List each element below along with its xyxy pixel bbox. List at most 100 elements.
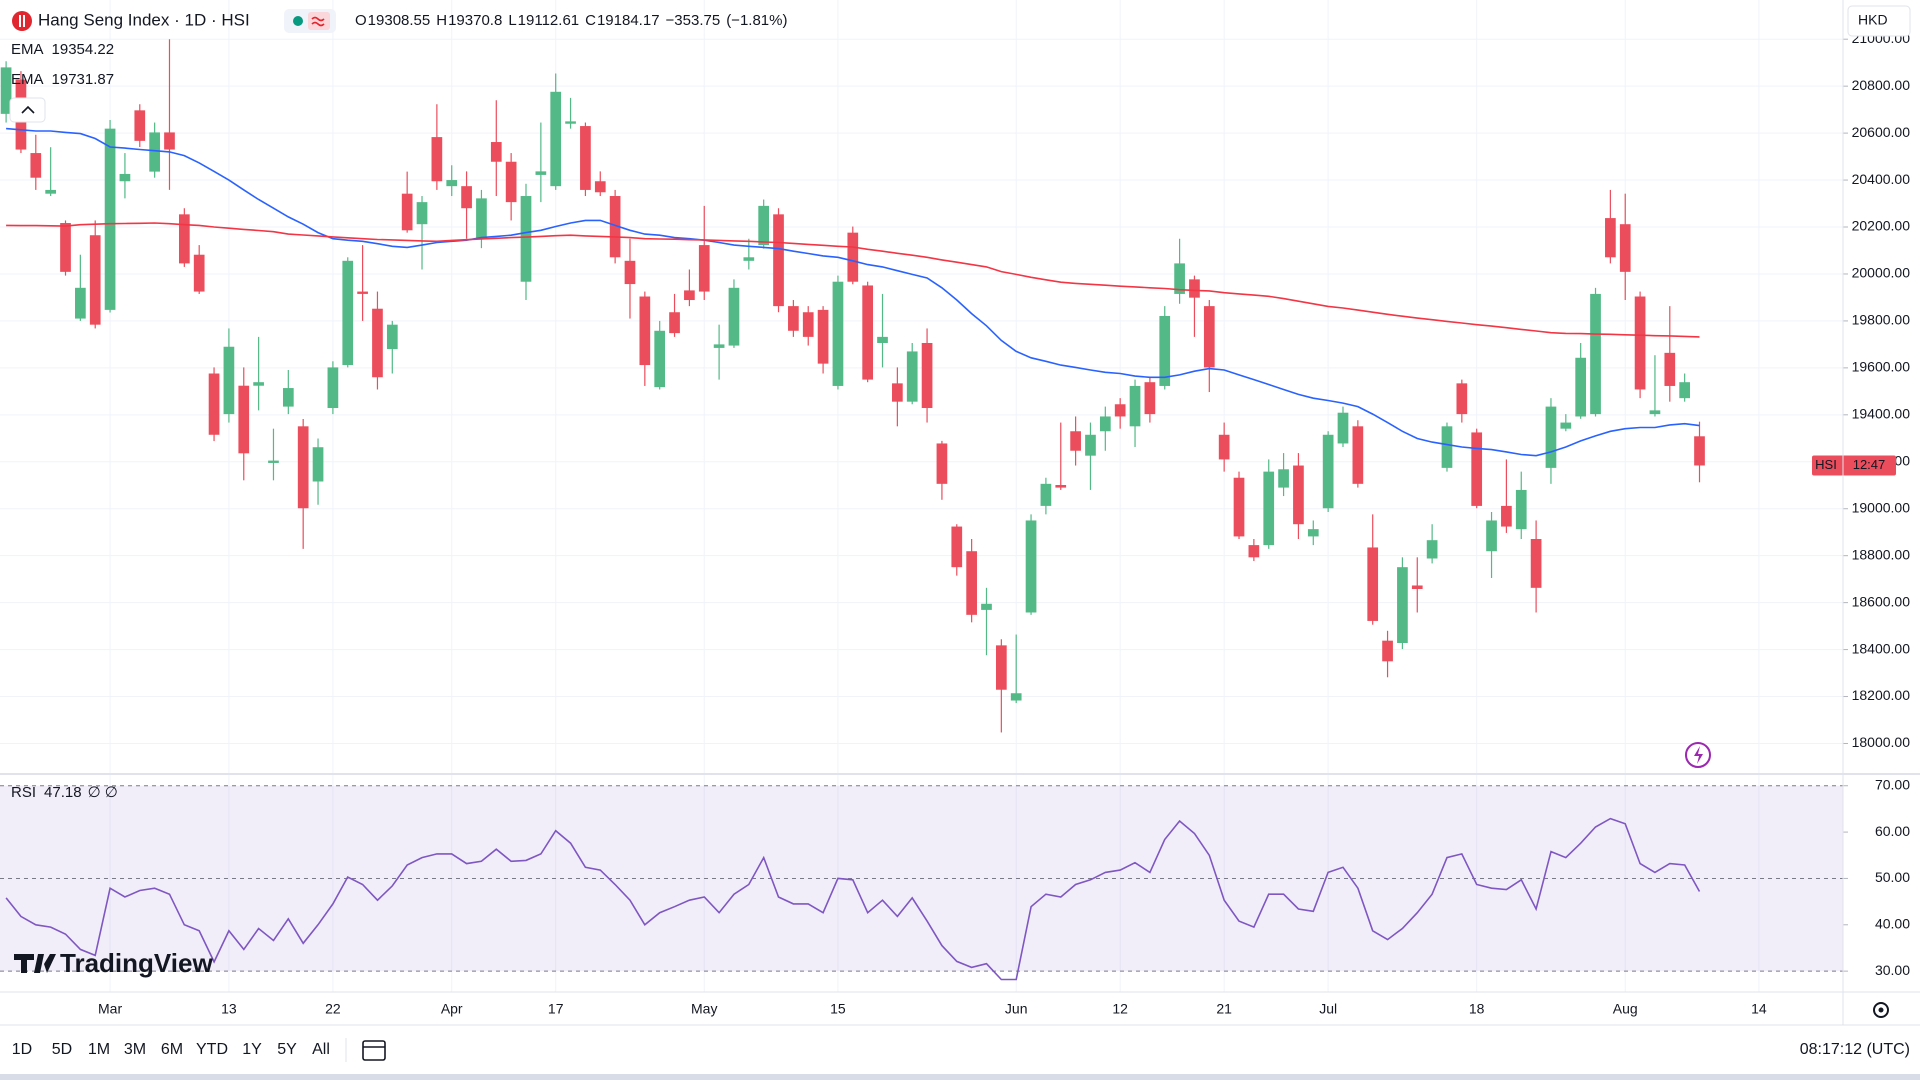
- y-tick-label: 20800.00: [1852, 77, 1911, 93]
- range-button[interactable]: 5Y: [277, 1041, 297, 1058]
- collapse-box[interactable]: [9, 97, 46, 123]
- candle-body: [1515, 489, 1527, 530]
- candle-body: [1367, 547, 1379, 621]
- candle-body: [921, 342, 933, 409]
- ohlc-label: L: [508, 12, 516, 29]
- candle-body: [1649, 410, 1661, 415]
- x-tick-label: Jun: [1005, 1001, 1028, 1017]
- status-dot: [293, 16, 303, 26]
- candle-body: [1441, 426, 1453, 468]
- candle-body: [505, 161, 517, 203]
- alert-circle[interactable]: [1685, 742, 1711, 768]
- candle-body: [1501, 505, 1512, 527]
- range-button[interactable]: 1M: [88, 1041, 110, 1058]
- alert-icon[interactable]: [1685, 742, 1711, 768]
- x-tick-label: 13: [221, 1001, 237, 1017]
- range-button[interactable]: 3M: [124, 1041, 146, 1058]
- candle-body: [357, 291, 368, 294]
- range-button[interactable]: 1D: [12, 1041, 32, 1058]
- candle-body: [1070, 431, 1081, 451]
- candle-body: [1203, 306, 1215, 368]
- settings-button[interactable]: [1873, 1002, 1889, 1018]
- candle-body: [684, 290, 695, 301]
- candle-body: [1174, 263, 1185, 294]
- brand-logo: [14, 954, 56, 973]
- y-tick-label: 18200.00: [1852, 687, 1911, 703]
- change: −353.75: [666, 12, 721, 29]
- candle-body: [788, 306, 799, 331]
- y-tick-label: 70.00: [1875, 776, 1910, 792]
- ohlc-value: 19112.61: [518, 12, 579, 29]
- candle-body: [282, 388, 294, 407]
- x-tick-label: Jul: [1319, 1001, 1337, 1017]
- legend: EMA 19354.22 EMA 19731.87 RSI 47.18 ∅ ∅: [11, 41, 118, 801]
- candle-body: [30, 153, 42, 178]
- candle-body: [1099, 416, 1111, 432]
- legend-name: EMA: [11, 41, 44, 58]
- candle-body: [698, 245, 710, 292]
- y-tick-label: 19000.00: [1852, 499, 1911, 515]
- date-range-button[interactable]: [362, 1040, 386, 1061]
- x-tick-label: 12: [1112, 1001, 1128, 1017]
- range-button[interactable]: 1Y: [242, 1041, 262, 1058]
- y-tick-label: 20400.00: [1852, 171, 1911, 187]
- ohlc-value: 19370.8: [448, 12, 502, 29]
- candle-body: [906, 351, 918, 402]
- candle-body: [1664, 352, 1676, 386]
- candle-body: [565, 121, 576, 124]
- indicator-line: [6, 222, 1700, 338]
- legend-extra: ∅ ∅: [88, 784, 118, 801]
- candle-body: [1263, 471, 1275, 546]
- candle-body: [1634, 296, 1646, 390]
- range-button[interactable]: All: [312, 1041, 330, 1058]
- candle-body: [1337, 412, 1349, 444]
- calendar-icon[interactable]: [362, 1040, 386, 1061]
- candle-body: [446, 180, 458, 187]
- y-tick-label: 30.00: [1875, 962, 1910, 978]
- brand: TradingView: [14, 948, 213, 978]
- candle-body: [773, 214, 784, 307]
- logo-glyph: [23, 15, 25, 27]
- x-tick-label: 14: [1751, 1001, 1767, 1017]
- logo-glyph: [19, 15, 21, 27]
- grid: 18000.00 18200.00 18400.00 18600.00 18800.00…: [0, 0, 1910, 1017]
- candle-body: [951, 526, 963, 568]
- price-tag: [1812, 455, 1896, 476]
- candle-body: [1471, 432, 1483, 506]
- candle-body: [520, 196, 532, 282]
- range-button[interactable]: YTD: [196, 1041, 228, 1058]
- currency-button[interactable]: HKD: [1847, 5, 1911, 37]
- candle-body: [1322, 434, 1334, 509]
- chart-title: Hang Seng Index · 1D · HSI: [38, 10, 250, 29]
- collapse-button[interactable]: [9, 97, 46, 123]
- candle-body: [1040, 483, 1052, 506]
- candle-body: [981, 603, 992, 610]
- candle-body: [1293, 465, 1304, 525]
- alert-bolt: [1694, 746, 1703, 764]
- candle-body: [609, 196, 621, 258]
- candle-body: [1545, 406, 1557, 468]
- range-button[interactable]: 6M: [161, 1041, 183, 1058]
- market-status[interactable]: [284, 9, 336, 33]
- candle-body: [550, 91, 562, 187]
- candle-body: [149, 132, 160, 172]
- range-button[interactable]: 5D: [52, 1041, 72, 1058]
- y-tick-label: 19400.00: [1852, 406, 1911, 422]
- candle-body: [862, 285, 873, 380]
- clock[interactable]: 08:17:12 (UTC): [1800, 1041, 1910, 1058]
- candle-body: [1248, 545, 1260, 558]
- candle-body: [1085, 434, 1096, 456]
- settings-icon[interactable]: [1873, 1002, 1889, 1018]
- candle-body: [327, 367, 339, 409]
- currency-box[interactable]: [1847, 5, 1911, 37]
- marks: HSI 12:47: [0, 39, 1896, 981]
- candle-body: [1560, 422, 1572, 429]
- candle-body: [802, 312, 814, 337]
- candle-body: [1129, 385, 1141, 427]
- candle-body: [669, 312, 680, 334]
- candle-body: [238, 385, 250, 454]
- status-icon: [308, 12, 330, 30]
- x-tick-label: 22: [325, 1001, 341, 1017]
